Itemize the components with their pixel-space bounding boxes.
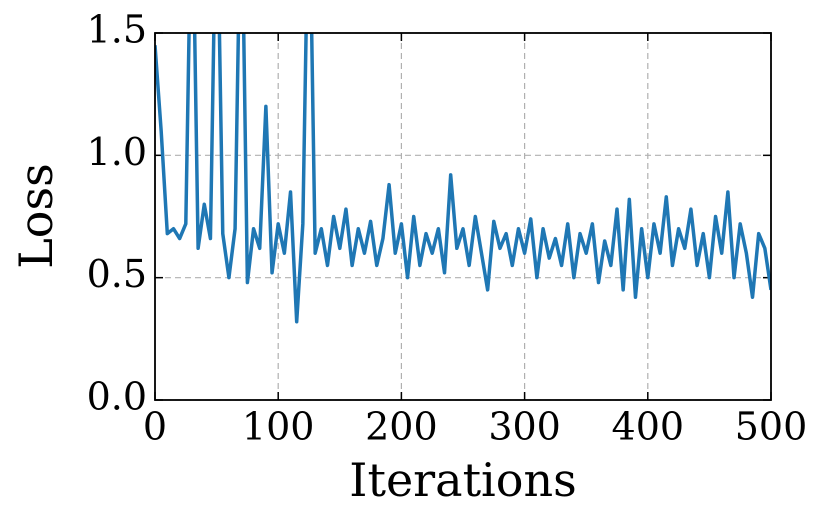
x-tick-label: 500 <box>735 405 808 449</box>
x-axis-label: Iterations <box>349 453 576 507</box>
y-tick-label: 0.5 <box>87 252 147 296</box>
y-tick-label: 0.0 <box>87 375 147 419</box>
loss-line <box>155 33 771 324</box>
x-tick-label: 400 <box>612 405 685 449</box>
y-axis-label: Loss <box>9 163 63 268</box>
x-tick-label: 300 <box>488 405 561 449</box>
y-tick-label: 1.5 <box>87 8 147 52</box>
plot-frame <box>154 32 772 401</box>
x-tick-label: 0 <box>143 405 167 449</box>
x-tick-label: 200 <box>365 405 438 449</box>
x-tick-label: 100 <box>242 405 315 449</box>
y-tick-label: 1.0 <box>87 130 147 174</box>
